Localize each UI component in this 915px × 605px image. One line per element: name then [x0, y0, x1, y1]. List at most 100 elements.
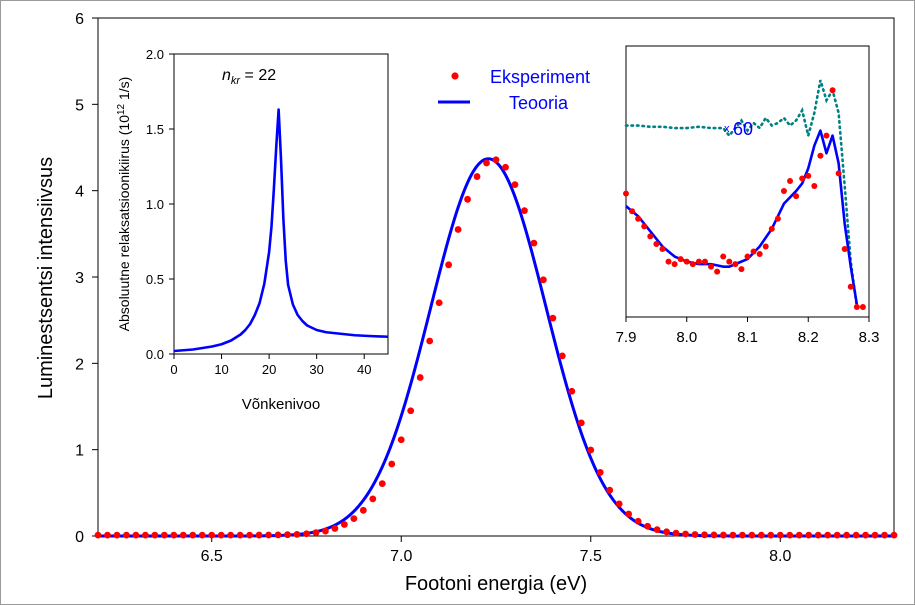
inset-right-series-point — [787, 177, 794, 184]
series-point-eksperiment — [871, 531, 879, 539]
series-point-eksperiment — [653, 526, 661, 534]
inset-left-y-tick-label: 2.0 — [146, 47, 164, 62]
series-point-eksperiment — [284, 531, 291, 539]
series-point-eksperiment — [843, 531, 851, 539]
series-point-eksperiment — [208, 531, 216, 539]
series-point-eksperiment — [388, 460, 396, 468]
inset-right-series-dotted — [624, 79, 859, 309]
inset-right-series-line — [625, 129, 859, 305]
main-x-tick-label: 7.5 — [580, 548, 602, 565]
inset-right-series-point — [635, 215, 642, 222]
series-point-eksperiment — [217, 531, 225, 539]
series-point-eksperiment — [179, 531, 187, 539]
inset-right-series-point — [805, 172, 812, 179]
main-y-tick-label: 3 — [75, 270, 84, 287]
inset-left-x-tick-label: 30 — [309, 362, 323, 377]
inset-right-series-point — [714, 268, 721, 275]
series-point-eksperiment — [890, 531, 898, 539]
inset-right-x-tick-label: 8.2 — [798, 329, 819, 346]
main-series — [94, 156, 898, 539]
inset-right-x-tick-label: 8.3 — [859, 329, 880, 346]
inset-left-y-tick-label: 1.5 — [146, 122, 164, 137]
series-point-eksperiment — [748, 531, 756, 539]
inset-right-series-point — [695, 258, 702, 265]
main-y-tick-label: 1 — [75, 443, 84, 460]
inset-right-series-point — [823, 132, 830, 139]
legend-label-teooria: Teooria — [509, 93, 569, 113]
series-point-eksperiment — [473, 173, 481, 180]
inset-right-x-tick-label: 8.1 — [737, 329, 758, 346]
series-point-eksperiment — [151, 531, 159, 539]
series-point-eksperiment — [350, 515, 358, 523]
series-point-eksperiment — [634, 517, 642, 525]
inset-left-x-tick-label: 40 — [357, 362, 371, 377]
series-point-eksperiment — [738, 531, 746, 539]
series-point-eksperiment — [558, 352, 566, 360]
inset-right-series-point — [829, 87, 836, 94]
inset-right-series-point — [683, 258, 690, 265]
series-point-eksperiment — [786, 531, 794, 539]
inset-right-series-point — [750, 248, 757, 255]
inset-right-series-point — [689, 261, 696, 268]
series-point-eksperiment — [805, 531, 813, 539]
inset-left-annotation: nkr = 22 — [222, 67, 276, 87]
inset-right-series-point — [659, 246, 666, 252]
series-point-eksperiment — [435, 299, 443, 307]
inset-left-y-tick-label: 0.5 — [146, 272, 164, 287]
series-point-eksperiment — [710, 531, 718, 539]
series-point-eksperiment — [407, 407, 415, 415]
series-point-eksperiment — [94, 531, 102, 539]
series-point-eksperiment — [682, 530, 689, 538]
inset-right-series-point — [701, 258, 708, 265]
series-point-eksperiment — [189, 531, 197, 539]
inset-left-x-tick-label: 20 — [262, 362, 276, 377]
inset-right-series-point — [647, 233, 654, 240]
inset-right-series-point — [811, 183, 818, 189]
series-point-eksperiment — [141, 531, 149, 539]
inset-right-series-point — [756, 251, 763, 258]
series-point-eksperiment — [265, 531, 272, 539]
series-point-eksperiment — [104, 531, 111, 539]
legend: Eksperiment Teooria — [438, 67, 590, 113]
inset-right-plot: 7.9 8.0 8.1 8.2 8.3 x 60 — [616, 45, 880, 346]
series-point-eksperiment — [833, 531, 841, 539]
main-y-axis-label: Luminestsentsi intensiivsus — [35, 157, 57, 399]
inset-right-series-point — [847, 283, 854, 290]
inset-right-series-point — [793, 193, 800, 200]
inset-left-y-tick-label: 1.0 — [146, 197, 164, 212]
inset-right-annotation: 60 — [733, 119, 753, 139]
series-point-eksperiment — [521, 207, 528, 215]
inset-right-series-point — [726, 258, 733, 265]
main-x-tick-label: 7.0 — [390, 548, 412, 565]
inset-left-x-ticks: 0 10 20 30 40 — [170, 354, 371, 377]
inset-right-series-point — [732, 261, 739, 268]
series-point-eksperiment — [369, 495, 377, 503]
inset-right-series-point — [641, 223, 648, 230]
series-point-eksperiment — [530, 239, 538, 247]
series-point-eksperiment — [293, 530, 301, 538]
inset-right-series-point — [708, 263, 715, 270]
series-point-eksperiment — [672, 529, 680, 537]
series-point-eksperiment — [701, 531, 708, 539]
series-point-eksperiment — [577, 419, 585, 427]
series-point-eksperiment — [587, 446, 595, 454]
main-y-ticks: 0 1 2 3 4 5 6 — [75, 11, 98, 546]
inset-right-series-point — [671, 261, 678, 268]
series-point-eksperiment — [359, 506, 367, 514]
series-point-eksperiment — [492, 156, 500, 164]
series-point-eksperiment — [464, 195, 471, 203]
inset-right-series-point — [841, 246, 848, 252]
series-point-eksperiment — [123, 531, 130, 539]
series-point-eksperiment — [303, 530, 310, 538]
inset-right-series-point — [762, 243, 769, 250]
series-point-eksperiment — [312, 529, 320, 537]
series-point-eksperiment — [729, 531, 737, 539]
main-x-tick-label: 8.0 — [769, 548, 791, 565]
main-y-tick-label: 4 — [75, 184, 84, 201]
series-point-eksperiment — [625, 510, 633, 518]
series-point-eksperiment — [132, 531, 140, 539]
series-point-eksperiment — [397, 436, 405, 444]
series-point-eksperiment — [378, 480, 386, 488]
